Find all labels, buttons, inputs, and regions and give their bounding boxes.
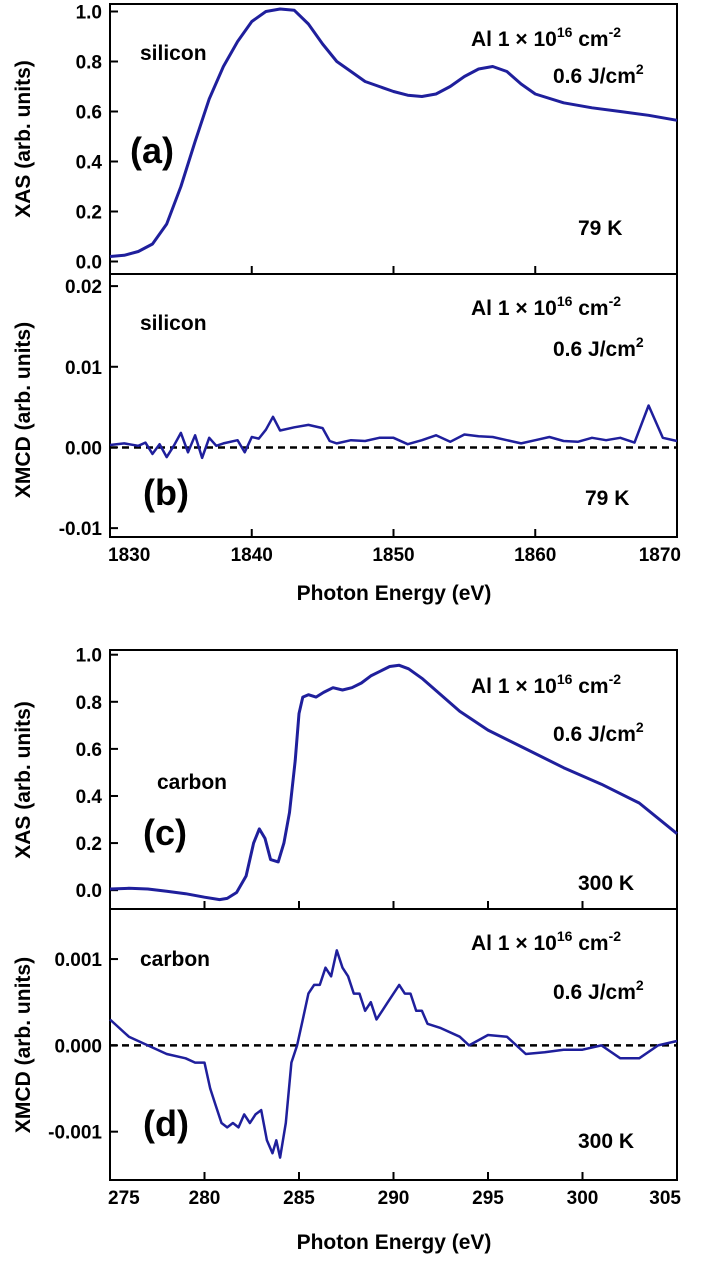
x-tick-label: 1850 [372, 545, 414, 566]
dose-unit-exponent: -2 [609, 293, 622, 309]
panel-a-xas-silicon: 0.00.20.40.60.81.0 XAS (arb. units) (a) … [12, 3, 678, 275]
dose-unit-exponent: -2 [609, 24, 622, 40]
y-tick-label: 0.2 [76, 834, 102, 855]
fluence-label: 0.6 J/cm2 [553, 719, 644, 746]
y-axis-ticks: -0.01 0.00 0.01 0.02 [59, 277, 118, 540]
temperature-label: 79 K [578, 217, 622, 240]
y-tick-label: 0.4 [76, 787, 103, 808]
fluence-text: 0.6 J/cm [553, 65, 636, 88]
dose-unit-exponent: -2 [609, 671, 622, 687]
panel-b-xmcd-silicon: -0.01 0.00 0.01 0.02 1830 1840 1850 1860 1870 X… [12, 273, 681, 605]
temperature-label: 79 K [585, 487, 629, 510]
y-tick-label: 1.0 [76, 3, 102, 24]
fluence-label: 0.6 J/cm2 [553, 334, 644, 361]
dose-unit: cm [572, 28, 608, 51]
fluence-text: 0.6 J/cm [553, 338, 636, 361]
y-tick-label: 0.6 [76, 103, 102, 124]
y-tick-label: 0.02 [65, 277, 102, 298]
fluence-label: 0.6 J/cm2 [553, 977, 644, 1004]
fluence-exponent: 2 [636, 719, 644, 735]
xmcd-carbon-line [109, 949, 678, 1159]
dose-text: Al 1 × 10 [471, 297, 557, 320]
x-axis-ticks [109, 901, 678, 909]
x-tick-label: 280 [189, 1188, 221, 1209]
y-tick-label: 0.01 [65, 358, 102, 379]
temperature-label: 300 K [578, 1130, 634, 1153]
dose-text: Al 1 × 10 [471, 28, 557, 51]
y-tick-label: 1.0 [76, 646, 102, 667]
x-tick-label: 295 [472, 1188, 504, 1209]
fluence-label: 0.6 J/cm2 [553, 61, 644, 88]
y-tick-label: 0.6 [76, 740, 102, 761]
y-axis-ticks: 0.0 0.2 0.4 0.6 0.8 1.0 [76, 646, 118, 902]
x-tick-label: 300 [567, 1188, 599, 1209]
panel-label: (b) [143, 472, 189, 513]
fluence-exponent: 2 [636, 61, 644, 77]
dose-label: Al 1 × 1016 cm-2 [471, 293, 621, 320]
y-axis-ticks: 0.0 0.2 0.4 0.6 0.8 1.0 [76, 3, 118, 274]
fluence-text: 0.6 J/cm [553, 981, 636, 1004]
x-axis-ticks: 275 280 285 290 295 300 305 [108, 1172, 681, 1209]
y-tick-label: 0.001 [54, 950, 102, 971]
y-tick-label: 0.2 [76, 203, 102, 224]
fluence-text: 0.6 J/cm [553, 723, 636, 746]
panel-c-xas-carbon: 0.00.20.40.60.81.0 XAS (arb. units) (c) … [12, 646, 678, 910]
x-axis-ticks: 1830 1840 1850 1860 1870 [108, 529, 681, 566]
element-label: carbon [157, 771, 227, 794]
y-tick-label: 0.0 [76, 881, 102, 902]
xas-silicon-line [109, 7, 678, 258]
y-tick-label: 0.8 [76, 693, 102, 714]
dose-label: Al 1 × 1016 cm-2 [471, 671, 621, 698]
temperature-label: 300 K [578, 872, 634, 895]
x-axis-label: Photon Energy (eV) [297, 582, 492, 605]
element-label: carbon [140, 948, 210, 971]
dose-unit-exponent: -2 [609, 928, 622, 944]
dose-text: Al 1 × 10 [471, 675, 557, 698]
y-axis-label: XAS (arb. units) [12, 701, 35, 859]
y-axis-label: XMCD (arb. units) [12, 957, 35, 1133]
y-axis-ticks: -0.001 0.000 0.001 [48, 950, 118, 1144]
panel-label: (a) [130, 130, 174, 171]
y-axis-label: XMCD (arb. units) [12, 322, 35, 498]
x-axis-label: Photon Energy (eV) [297, 1231, 492, 1254]
element-label: silicon [140, 42, 207, 65]
y-axis-label: XAS (arb. units) [12, 60, 35, 218]
x-tick-label: 1830 [108, 545, 150, 566]
y-tick-label: 0.000 [54, 1036, 102, 1057]
fluence-exponent: 2 [636, 977, 644, 993]
x-axis-ticks [109, 266, 678, 274]
y-tick-label: 0.00 [65, 438, 102, 459]
y-tick-label: 0.0 [76, 253, 102, 274]
y-tick-label: -0.01 [59, 519, 103, 540]
panel-label: (d) [143, 1103, 189, 1144]
x-tick-label: 1860 [514, 545, 556, 566]
fluence-exponent: 2 [636, 334, 644, 350]
panel-d-xmcd-carbon: -0.001 0.000 0.001 275 280 285 290 295 300 305 X… [12, 908, 681, 1254]
x-tick-label: 305 [649, 1188, 681, 1209]
dose-exponent: 16 [557, 24, 573, 40]
y-tick-label: -0.001 [48, 1123, 102, 1144]
dose-unit: cm [572, 675, 608, 698]
dose-text: Al 1 × 10 [471, 932, 557, 955]
x-tick-label: 285 [283, 1188, 315, 1209]
y-tick-label: 0.4 [76, 153, 103, 174]
dose-label: Al 1 × 1016 cm-2 [471, 24, 621, 51]
element-label: silicon [140, 312, 207, 335]
x-tick-label: 1840 [231, 545, 273, 566]
dose-unit: cm [572, 932, 608, 955]
x-tick-label: 1870 [639, 545, 681, 566]
dose-exponent: 16 [557, 671, 573, 687]
dose-label: Al 1 × 1016 cm-2 [471, 928, 621, 955]
x-tick-label: 290 [378, 1188, 410, 1209]
y-tick-label: 0.8 [76, 53, 102, 74]
panel-label: (c) [143, 812, 187, 853]
dose-exponent: 16 [557, 293, 573, 309]
xmcd-silicon-line [109, 404, 678, 460]
xas-carbon-line [109, 663, 678, 902]
x-tick-label: 275 [108, 1188, 140, 1209]
dose-exponent: 16 [557, 928, 573, 944]
dose-unit: cm [572, 297, 608, 320]
